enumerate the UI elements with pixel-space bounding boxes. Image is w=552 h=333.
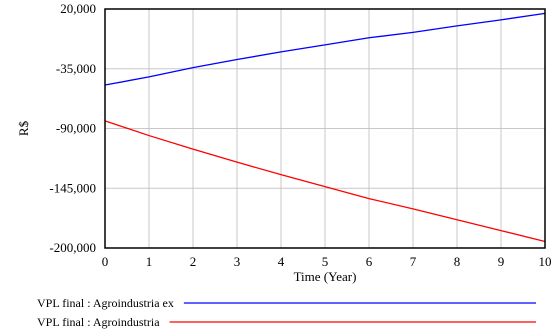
- y-tick-label: -90,000: [56, 121, 96, 136]
- legend-label: VPL final : Agroindustria ex: [37, 296, 174, 310]
- grid: [105, 9, 545, 248]
- y-tick-label: -200,000: [49, 240, 96, 255]
- x-axis-label: Time (Year): [294, 269, 357, 284]
- plot-area-frame: [104, 8, 546, 249]
- y-axis-label: R$: [16, 120, 31, 136]
- x-tick-label: 10: [539, 254, 552, 269]
- x-tick-label: 4: [278, 254, 285, 269]
- series-line-1: [104, 12, 546, 86]
- series-lines: [104, 12, 546, 243]
- y-axis-ticks: 20,000 -35,000 -90,000 -145,000 -200,000: [49, 1, 96, 255]
- x-tick-label: 3: [234, 254, 241, 269]
- x-axis-ticks: 0 1 2 3 4 5 6 7 8 9 10: [102, 254, 552, 269]
- legend: VPL final : Agroindustria ex VPL final : …: [37, 296, 536, 329]
- series-line-2: [104, 120, 546, 243]
- y-tick-label: -145,000: [49, 180, 96, 195]
- y-tick-label: -35,000: [56, 61, 96, 76]
- x-tick-label: 9: [498, 254, 505, 269]
- y-tick-label: 20,000: [60, 1, 96, 16]
- x-tick-label: 6: [366, 254, 373, 269]
- x-tick-label: 8: [454, 254, 461, 269]
- legend-label: VPL final : Agroindustria: [37, 315, 160, 329]
- x-tick-label: 0: [102, 254, 109, 269]
- x-tick-label: 5: [322, 254, 329, 269]
- x-tick-label: 2: [190, 254, 197, 269]
- x-tick-label: 1: [146, 254, 153, 269]
- x-tick-label: 7: [410, 254, 417, 269]
